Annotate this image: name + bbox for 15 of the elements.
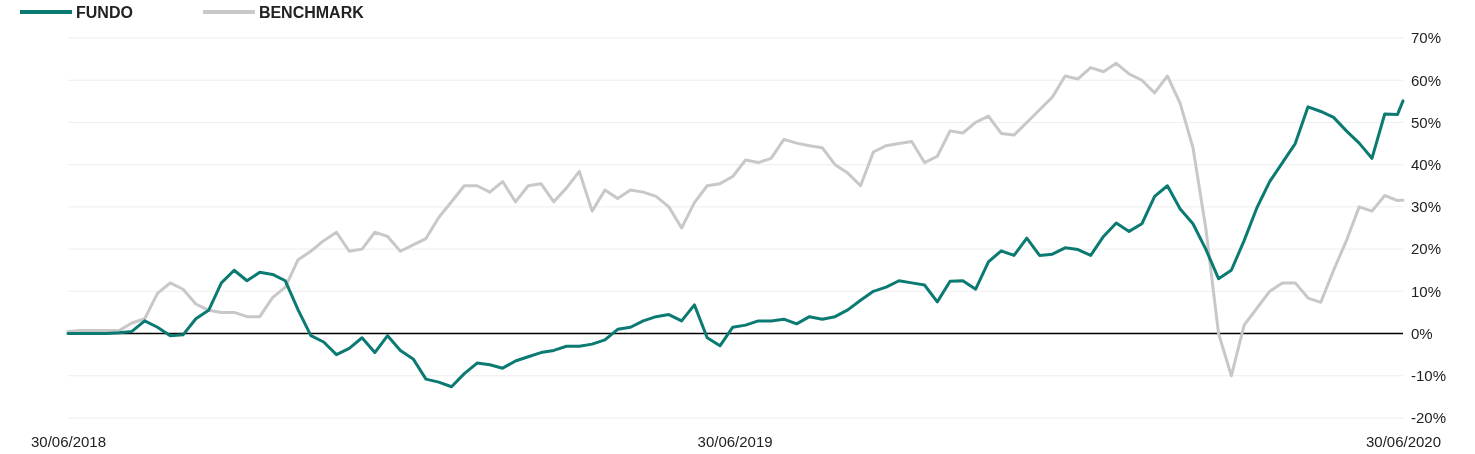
y-tick-label: 60% [1411, 71, 1442, 89]
y-tick-label: 20% [1411, 240, 1442, 258]
x-tick-label: 30/06/2020 [1365, 432, 1442, 450]
y-tick-label: -10% [1411, 367, 1447, 385]
y-tick-label: -20% [1411, 409, 1447, 427]
legend-label: BENCHMARK [258, 4, 365, 21]
legend-label: FUNDO [76, 4, 133, 21]
x-tick-label: 30/06/2018 [30, 432, 107, 450]
y-tick-label: 40% [1411, 155, 1442, 173]
y-tick-label: 0% [1411, 324, 1433, 342]
y-tick-label: 30% [1411, 198, 1442, 216]
y-tick-label: 70% [1411, 29, 1442, 47]
x-tick-label: 30/06/2019 [697, 432, 773, 450]
y-tick-label: 10% [1411, 282, 1442, 300]
y-tick-label: 50% [1411, 113, 1442, 131]
